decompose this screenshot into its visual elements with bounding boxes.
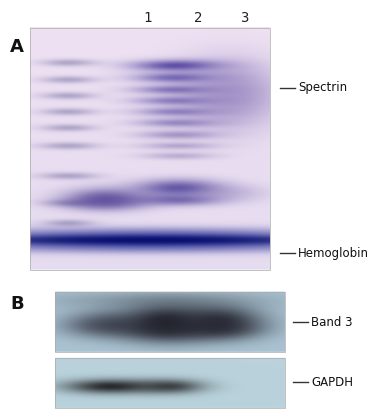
Text: GAPDH: GAPDH bbox=[311, 376, 353, 388]
Text: A: A bbox=[10, 38, 24, 56]
Text: B: B bbox=[10, 295, 24, 313]
Bar bbox=[30, 28, 270, 270]
Text: Hemoglobin: Hemoglobin bbox=[298, 247, 369, 259]
Bar bbox=[55, 292, 285, 352]
Bar bbox=[55, 358, 285, 408]
Text: Band 3: Band 3 bbox=[311, 315, 352, 329]
Text: Spectrin: Spectrin bbox=[298, 81, 347, 95]
Text: 3: 3 bbox=[240, 11, 248, 25]
Text: 2: 2 bbox=[194, 11, 202, 25]
Text: 1: 1 bbox=[144, 11, 152, 25]
